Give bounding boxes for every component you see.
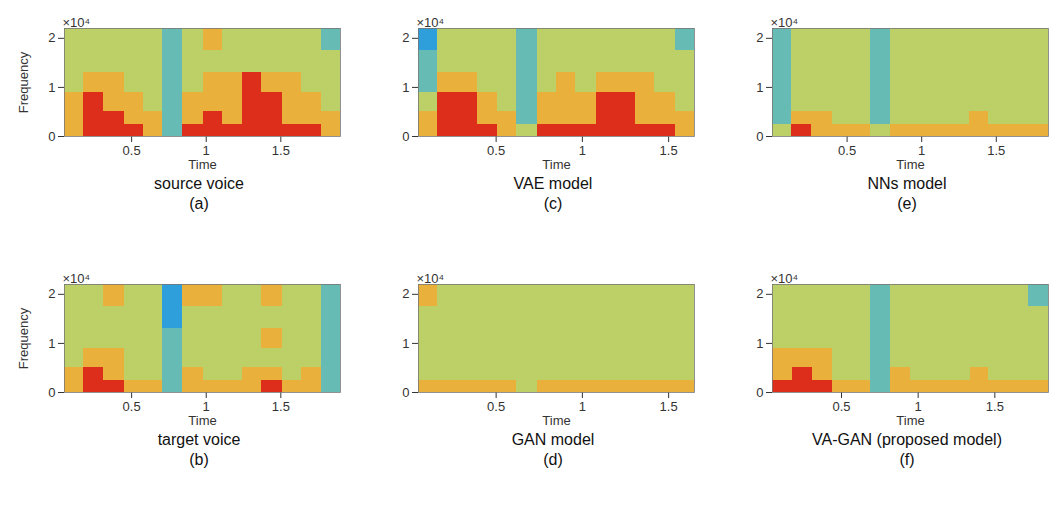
svg-text:Frequency: Frequency	[16, 51, 31, 113]
svg-text:1: 1	[203, 143, 210, 158]
svg-text:2: 2	[756, 286, 763, 301]
svg-text:1.5: 1.5	[986, 399, 1004, 414]
svg-text:1: 1	[756, 336, 763, 351]
svg-text:0: 0	[756, 385, 763, 400]
svg-text:0.5: 0.5	[487, 399, 505, 414]
html-text:(a): (a)	[189, 195, 209, 212]
svg-text:1: 1	[918, 143, 925, 158]
svg-text:2: 2	[48, 286, 55, 301]
html-text:VA-GAN (proposed model): VA-GAN (proposed model)	[812, 431, 1002, 448]
svg-text:1.5: 1.5	[272, 143, 290, 158]
svg-text:×10⁴: ×10⁴	[417, 271, 445, 286]
html-text:(d): (d)	[543, 451, 563, 468]
svg-text:1.5: 1.5	[660, 399, 678, 414]
svg-text:2: 2	[756, 30, 763, 45]
svg-text:0.5: 0.5	[487, 143, 505, 158]
svg-text:1: 1	[402, 336, 409, 351]
svg-text:0: 0	[402, 385, 409, 400]
svg-text:Time: Time	[542, 157, 570, 172]
html-text:GAN model: GAN model	[511, 431, 595, 448]
svg-text:1: 1	[203, 399, 210, 414]
svg-text:×10⁴: ×10⁴	[771, 15, 799, 30]
svg-text:0: 0	[48, 129, 55, 144]
svg-text:Time: Time	[896, 157, 924, 172]
svg-text:1.5: 1.5	[987, 143, 1005, 158]
svg-text:0.5: 0.5	[832, 399, 850, 414]
svg-text:×10⁴: ×10⁴	[417, 15, 445, 30]
svg-text:Time: Time	[542, 413, 570, 428]
svg-text:2: 2	[402, 30, 409, 45]
svg-text:0.5: 0.5	[123, 143, 141, 158]
svg-text:1.5: 1.5	[660, 143, 678, 158]
html-text:target voice: target voice	[157, 431, 241, 448]
svg-text:1: 1	[579, 399, 586, 414]
svg-text:0: 0	[402, 129, 409, 144]
svg-text:1: 1	[402, 80, 409, 95]
svg-text:1: 1	[48, 80, 55, 95]
html-text:VAE model: VAE model	[513, 175, 593, 192]
svg-text:×10⁴: ×10⁴	[63, 271, 91, 286]
html-text:(c): (c)	[543, 195, 563, 212]
svg-text:0: 0	[756, 129, 763, 144]
svg-text:0: 0	[48, 385, 55, 400]
svg-text:1.5: 1.5	[272, 399, 290, 414]
html-text:(b): (b)	[189, 451, 209, 468]
svg-text:2: 2	[402, 286, 409, 301]
html-text:(e): (e)	[897, 195, 917, 212]
svg-text:×10⁴: ×10⁴	[63, 15, 91, 30]
svg-text:Time: Time	[188, 413, 216, 428]
svg-text:Frequency: Frequency	[16, 307, 31, 369]
html-text:source voice: source voice	[154, 175, 244, 192]
svg-text:2: 2	[48, 30, 55, 45]
svg-text:1: 1	[579, 143, 586, 158]
svg-text:1: 1	[756, 80, 763, 95]
svg-text:1: 1	[48, 336, 55, 351]
svg-text:Time: Time	[188, 157, 216, 172]
svg-text:0.5: 0.5	[123, 399, 141, 414]
html-text:NNs model: NNs model	[867, 175, 947, 192]
svg-text:×10⁴: ×10⁴	[771, 271, 799, 286]
svg-text:0.5: 0.5	[838, 143, 856, 158]
html-text:(f): (f)	[899, 451, 915, 468]
svg-text:1: 1	[915, 399, 922, 414]
svg-text:Time: Time	[896, 413, 924, 428]
